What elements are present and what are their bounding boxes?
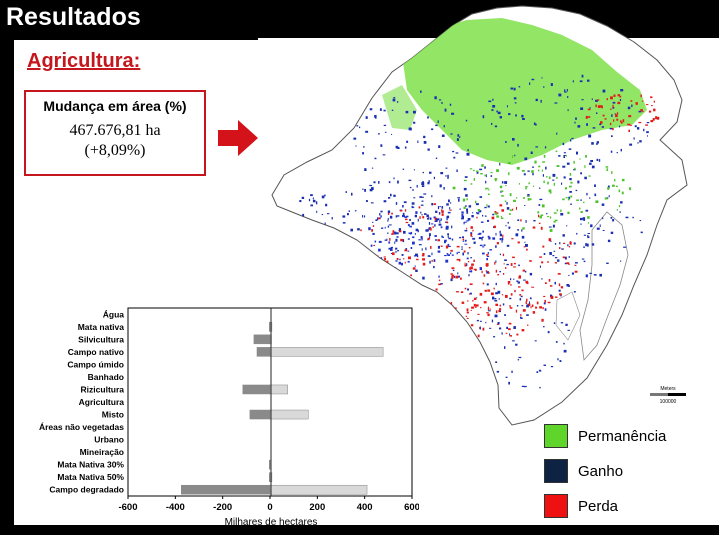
x-tick-label: -400 — [166, 502, 185, 513]
area-change-label: Mudança em área (%) — [43, 98, 187, 114]
area-change-box: Mudança em área (%) 467.676,81 ha (+8,09… — [24, 90, 206, 176]
category-label: Rizicultura — [81, 384, 125, 394]
bar — [269, 384, 288, 395]
legend-swatch-permanencia — [544, 424, 568, 448]
x-tick-label: 400 — [357, 502, 373, 513]
x-tick-label: -200 — [213, 502, 232, 513]
scale-label: Meters — [660, 386, 676, 392]
bar — [181, 484, 271, 495]
right-arrow-icon — [218, 120, 258, 156]
category-label: Campo nativo — [68, 347, 124, 357]
x-tick-label: 200 — [309, 502, 325, 513]
scale-value: 100000 — [660, 399, 677, 405]
category-label: Mata Nativa 30% — [57, 460, 124, 470]
legend-label-permanencia: Permanência — [578, 428, 667, 445]
bar — [249, 409, 271, 420]
legend-swatch-perda — [544, 494, 568, 518]
category-label: Áreas não vegetadas — [39, 422, 124, 432]
category-label: Mata Nativa 50% — [57, 472, 124, 482]
legend-label-perda: Perda — [578, 498, 619, 515]
x-tick-label: 0 — [267, 502, 272, 513]
legend-label-ganho: Ganho — [578, 463, 624, 480]
bar — [242, 384, 271, 395]
area-change-value: 467.676,81 ha — [69, 122, 161, 139]
map-scale-bar: Meters 100000 — [650, 386, 686, 405]
land-use-map — [271, 5, 688, 426]
x-tick-label: 600 — [404, 502, 419, 513]
legend-item-permanencia: Permanência — [544, 424, 714, 450]
legend-swatch-ganho — [544, 459, 568, 483]
bar — [269, 409, 309, 420]
bar — [253, 334, 271, 345]
section-subtitle: Agricultura: — [27, 50, 141, 72]
x-tick-label: -600 — [118, 502, 137, 513]
title-bar: Resultados — [0, 0, 258, 40]
slide-title: Resultados — [6, 3, 141, 31]
legend-item-perda: Perda — [544, 494, 714, 520]
category-label: Agricultura — [79, 397, 125, 407]
category-label: Silvicultura — [78, 334, 124, 344]
area-change-chart: Água Mata nativa Silvicultura Campo nativo C… — [39, 307, 419, 528]
category-label: Água — [103, 309, 125, 319]
category-label: Urbano — [94, 435, 124, 445]
x-axis-label: Milhares de hectares — [225, 517, 318, 528]
area-change-percent: (+8,09%) — [84, 142, 146, 159]
legend-item-ganho: Ganho — [544, 459, 714, 485]
category-label: Banhado — [88, 372, 124, 382]
category-label: Campo degradado — [49, 485, 124, 495]
bar — [256, 347, 271, 357]
category-label: Campo úmido — [67, 359, 124, 369]
bar — [269, 484, 368, 495]
category-label: Mata nativa — [78, 322, 125, 332]
bar — [269, 347, 384, 357]
category-label: Mineiração — [80, 447, 124, 457]
category-label: Misto — [102, 410, 124, 420]
